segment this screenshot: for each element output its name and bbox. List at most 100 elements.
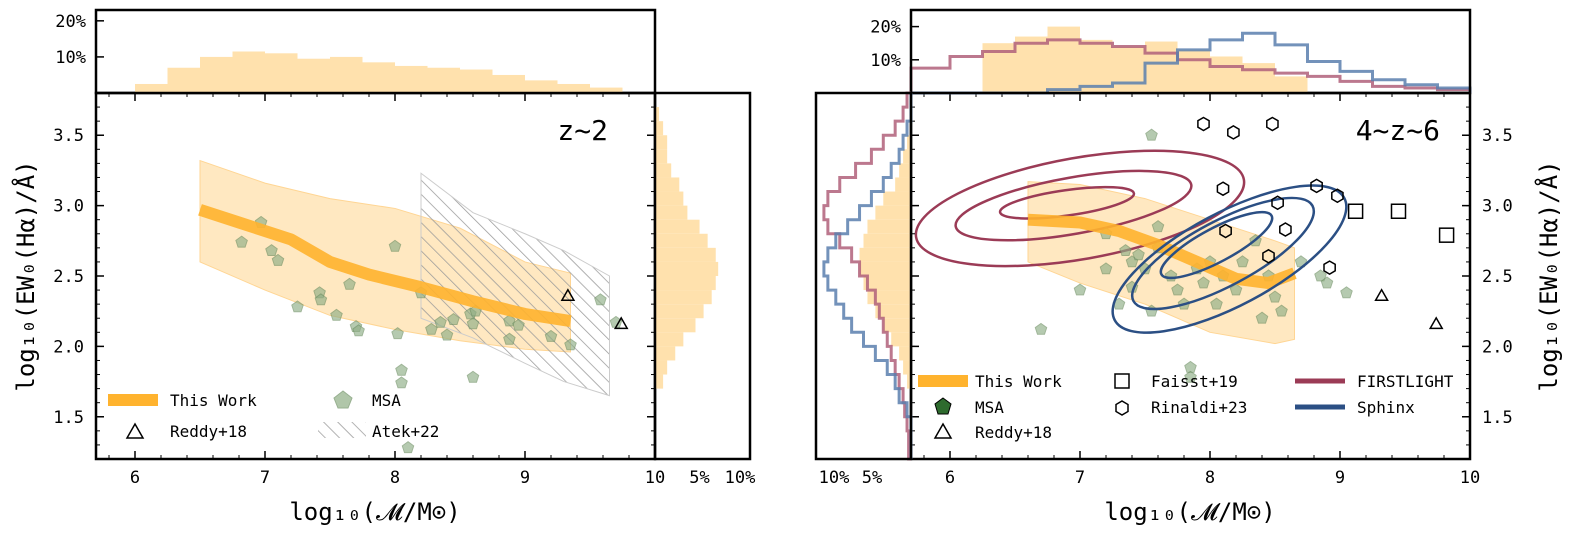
msa-point [425,322,438,335]
left-panel-title: z~2 [557,114,608,147]
msa-point [1151,220,1165,233]
msa-point [391,327,404,340]
legend-right-reddy-label: Reddy+18 [975,423,1052,442]
hist-bar [1145,41,1178,93]
legend-reddy-label: Reddy+18 [170,422,247,441]
side-hist-bar [655,346,676,361]
y-tick-label: 3.5 [53,126,84,146]
side-hist-bar [655,191,684,206]
hist-bar [1242,63,1275,93]
legend-rinaldi-hexagon-icon [1115,400,1129,416]
side-hist-x-tick-label: 5% [689,468,709,488]
side-hist-bar [859,247,911,262]
right-x-axis-label: log₁₀(𝓜/M⊙) [1104,498,1275,526]
left-y-axis-label: log₁₀(EW₀(Hα)/Å) [11,160,40,391]
hist-bar [1275,76,1308,93]
legend-rinaldi-label: Rinaldi+23 [1151,398,1247,417]
side-hist-bar [655,205,688,220]
rinaldi23-point [1271,195,1284,211]
hist-bar [265,53,298,93]
msa-point [352,324,365,337]
y-tick-label: 2.5 [1482,267,1513,287]
y-tick-label: 3.5 [1482,126,1513,146]
side-hist-bar [863,276,911,291]
msa-point [1099,262,1113,275]
rinaldi23-point [1219,223,1232,239]
msa-point [343,277,356,290]
side-hist-bar [883,318,911,333]
hist-bar [1112,46,1145,93]
side-hist-bar [655,276,716,291]
x-tick-label: 6 [130,468,140,488]
msa-point [401,441,415,454]
rinaldi23-point [1197,116,1210,132]
reddy18-point [1374,288,1389,301]
hist-y-tick-label: 20% [55,12,86,32]
legend-atek-label: Atek+22 [372,422,439,441]
y-tick-label: 2.5 [53,267,84,287]
side-hist-bar [867,219,911,234]
legend-this-work-label: This Work [170,391,257,410]
side-hist-bar [655,360,668,375]
y-tick-label: 1.5 [1482,408,1513,428]
legend-reddy-triangle-icon [125,422,145,439]
msa-point [1184,360,1197,373]
hist-bar [1015,36,1048,93]
side-hist-bar [655,149,668,164]
rinaldi23-point [1227,125,1240,140]
reddy18-point [1428,316,1444,330]
side-hist-bar [655,261,719,276]
right-y-axis-label: log₁₀(EW₀(Hα)/Å) [1534,160,1563,391]
plot-clip-group [914,128,1353,383]
rinaldi23-point [1262,248,1275,264]
left-top-histogram: 10% 20% [55,8,657,95]
right-main-plot: 6 7 8 9 10 1.5 2.0 2.5 3.0 3.5 [909,91,1513,488]
rinaldi23-point [1331,188,1344,204]
hist-y-tick-label: 10% [55,48,86,68]
x-tick-label: 8 [390,468,400,488]
firstlight-contour [998,185,1136,220]
side-hist-bar [891,332,911,347]
legend-right-reddy-triangle-icon [933,422,953,439]
reddy18-point [613,316,629,330]
msa-point [395,376,408,389]
msa-point [1132,248,1145,261]
msa-point [466,317,480,330]
sphinx-contour [1159,210,1274,280]
hist-y-tick-label: 20% [870,18,901,38]
rinaldi23-point [1266,116,1279,132]
hist-bar [1047,26,1080,94]
rinaldi23-point [1323,260,1336,275]
side-hist-bar [655,121,664,136]
msa-point [1171,283,1184,296]
msa-point [447,312,460,325]
right-legend: This Work MSA Reddy+18 Faisst+19 Rinaldi… [918,372,1454,442]
side-hist-bar [655,247,716,262]
msa-point [1314,269,1327,282]
side-hist-x-tick-label: 10% [819,468,850,488]
legend-sphinx-label: Sphinx [1357,398,1415,417]
msa-point [291,300,304,313]
hist-step-line [911,31,1472,95]
msa-point [1184,370,1197,383]
msa-point [235,235,248,248]
hist-bar [460,69,493,93]
msa-point [1255,311,1269,324]
side-hist-bar [655,163,672,178]
msa-point [1268,290,1282,303]
hist-bar [1177,49,1210,93]
msa-point [314,293,328,306]
y-tick-label: 2.0 [1482,337,1513,357]
legend-firstlight-label: FIRSTLIGHT [1357,372,1454,391]
side-hist-bar [907,135,911,150]
legend-atek-hatch-swatch [318,422,366,438]
hist-bar [167,67,200,93]
side-hist-bar [875,205,911,220]
hist-bar [1080,39,1113,93]
side-hist-bar [883,191,911,206]
msa-point [1320,276,1334,289]
hist-bar [525,80,558,93]
side-hist-bar [655,332,684,347]
right-top-histogram: 10% 20% [870,8,1472,95]
right-panel-title: 4~z~6 [1356,114,1440,147]
